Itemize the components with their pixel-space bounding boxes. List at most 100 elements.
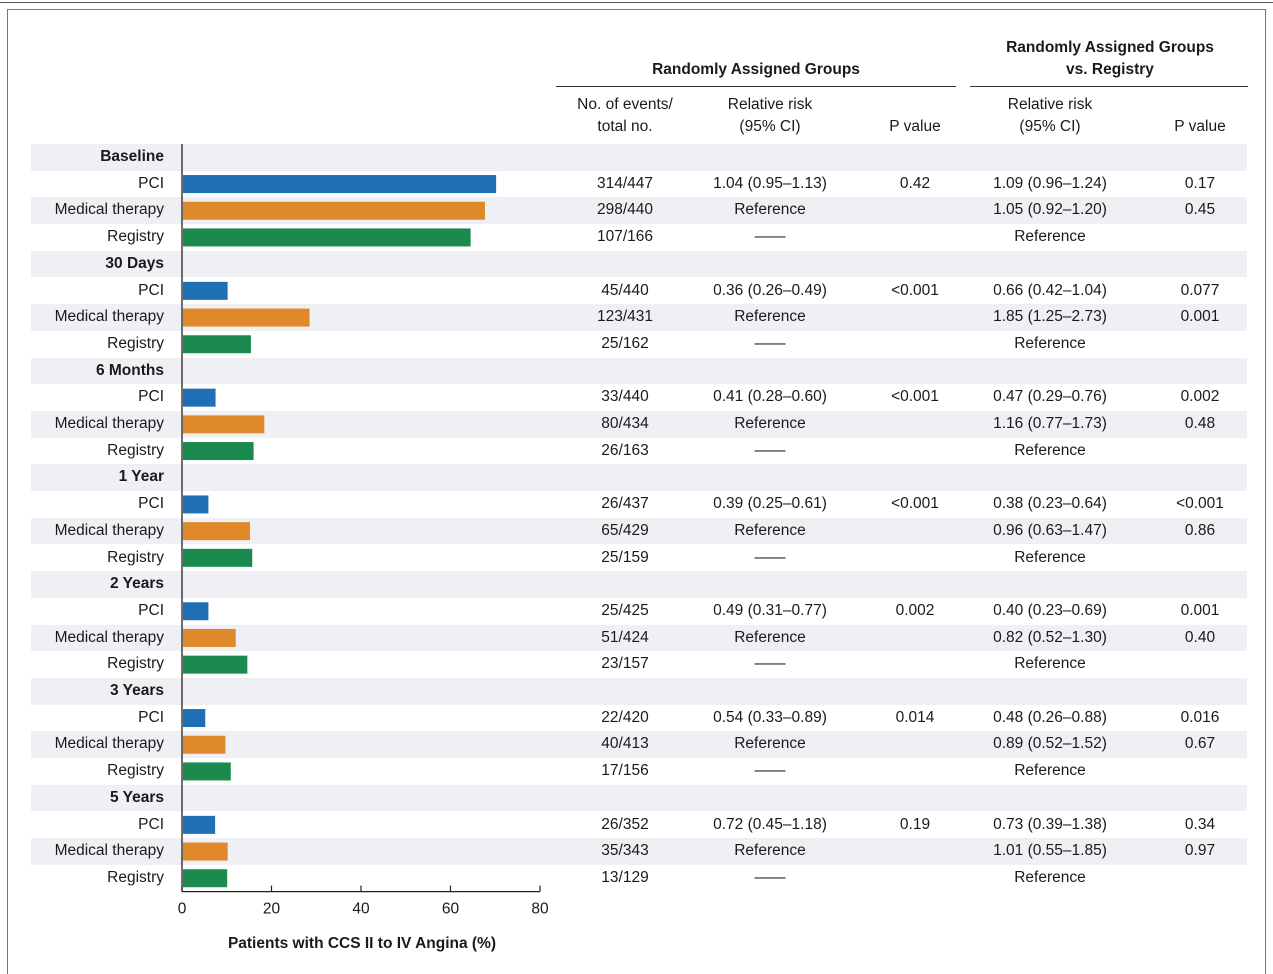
rr-cell: 0.39 (0.25–0.61) <box>713 495 827 513</box>
rr-cell: Reference <box>734 842 806 860</box>
events-cell: 25/425 <box>601 601 649 619</box>
events-cell: 80/434 <box>601 415 649 432</box>
rr-cell: —— <box>754 441 786 459</box>
events-cell: 25/159 <box>601 548 649 566</box>
rr-cell: —— <box>754 762 786 780</box>
x-tick-label: 80 <box>531 901 549 918</box>
p2-cell: 0.001 <box>1180 601 1220 619</box>
events-cell: 23/157 <box>601 655 649 673</box>
bar-medical-therapy <box>183 522 251 541</box>
figure-frame <box>7 9 1266 974</box>
rr-cell: 0.72 (0.45–1.18) <box>713 815 827 833</box>
p2-cell: <0.001 <box>1176 495 1224 513</box>
events-cell: 17/156 <box>601 762 649 780</box>
group-label: Baseline <box>100 148 164 165</box>
row-label: Registry <box>107 655 164 673</box>
rr2-cell: 0.96 (0.63–1.47) <box>993 521 1107 539</box>
col-events-line1: No. of events/ <box>577 96 673 113</box>
events-cell: 26/437 <box>601 495 649 513</box>
events-cell: 22/420 <box>601 708 649 726</box>
row-label: PCI <box>138 281 164 299</box>
row-label: PCI <box>138 388 164 406</box>
p2-cell: 0.48 <box>1184 415 1216 432</box>
group-band <box>31 464 1247 492</box>
rr2-cell: 0.38 (0.23–0.64) <box>993 495 1107 513</box>
bar-pci <box>183 815 216 834</box>
rr2-cell: 1.16 (0.77–1.73) <box>993 415 1107 432</box>
rr2-cell: Reference <box>1014 655 1086 673</box>
p2-cell: 0.17 <box>1184 174 1216 192</box>
row-label: PCI <box>138 601 164 619</box>
row-label: PCI <box>138 815 164 833</box>
rr2-cell: 1.05 (0.92–1.20) <box>993 201 1107 219</box>
row-label: Registry <box>107 441 164 459</box>
p-cell: <0.001 <box>891 281 939 299</box>
group-label: 6 Months <box>95 361 164 379</box>
row-label: Registry <box>107 548 164 566</box>
header-registry-rule <box>970 86 1248 87</box>
events-cell: 51/424 <box>601 628 649 646</box>
row-label: Medical therapy <box>54 628 164 646</box>
header-randomized-rule <box>556 86 956 87</box>
rr2-cell: Reference <box>1014 548 1086 566</box>
bar-registry <box>183 655 248 674</box>
row-band <box>31 838 1247 865</box>
p2-cell: 0.002 <box>1180 388 1220 406</box>
p-cell: <0.001 <box>891 495 939 513</box>
rr2-cell: 0.48 (0.26–0.88) <box>993 708 1107 726</box>
bar-registry <box>183 762 231 781</box>
col-rr-line1: Relative risk <box>727 96 813 113</box>
row-label: Medical therapy <box>54 842 164 860</box>
rr-cell: —— <box>754 334 786 352</box>
row-label: Registry <box>107 762 164 780</box>
p2-cell: 0.077 <box>1180 281 1220 299</box>
group-label: 30 Days <box>105 254 164 272</box>
bar-medical-therapy <box>183 415 265 434</box>
p-cell: 0.014 <box>895 708 935 726</box>
bar-registry <box>183 335 251 354</box>
rr2-cell: Reference <box>1014 868 1086 886</box>
row-label: Medical therapy <box>54 521 164 539</box>
col-events-line2: total no. <box>597 118 653 135</box>
events-cell: 33/440 <box>601 388 649 406</box>
bar-medical-therapy <box>183 308 310 327</box>
p2-cell: 0.45 <box>1184 201 1216 219</box>
p2-cell: 0.016 <box>1180 708 1220 726</box>
bar-registry <box>183 869 228 888</box>
group-label: 1 Year <box>118 468 164 486</box>
x-tick-label: 40 <box>352 901 370 918</box>
row-band <box>31 731 1247 759</box>
bar-medical-therapy <box>183 842 228 861</box>
bar-pci <box>183 602 209 621</box>
rr-cell: —— <box>754 655 786 673</box>
bar-medical-therapy <box>183 201 485 220</box>
bar-pci <box>183 495 209 514</box>
bar-registry <box>183 548 253 567</box>
bar-medical-therapy <box>183 735 226 754</box>
rr2-cell: Reference <box>1014 441 1086 459</box>
x-tick-label: 0 <box>178 901 187 918</box>
header-randomized: Randomly Assigned Groups <box>652 61 860 78</box>
bar-pci <box>183 175 497 194</box>
rr2-cell: Reference <box>1014 228 1086 246</box>
x-axis-title: Patients with CCS II to IV Angina (%) <box>227 935 497 952</box>
events-cell: 25/162 <box>601 334 649 352</box>
row-label: Registry <box>107 334 164 352</box>
bar-medical-therapy <box>183 628 236 647</box>
rr-cell: —— <box>754 868 786 886</box>
rr2-cell: 0.66 (0.42–1.04) <box>993 281 1107 299</box>
row-label: Medical therapy <box>54 308 164 326</box>
p-cell: <0.001 <box>891 388 939 406</box>
rr-cell: —— <box>754 228 786 246</box>
group-band <box>31 250 1247 278</box>
group-band <box>31 357 1247 385</box>
rr2-cell: 1.09 (0.96–1.24) <box>993 174 1107 192</box>
rr2-cell: 0.40 (0.23–0.69) <box>993 601 1107 619</box>
rr2-cell: 1.01 (0.55–1.85) <box>993 842 1107 860</box>
group-label: 2 Years <box>109 575 164 593</box>
rr-cell: 0.49 (0.31–0.77) <box>713 601 827 619</box>
p2-cell: 0.40 <box>1184 628 1216 646</box>
events-cell: 13/129 <box>601 868 649 886</box>
row-label: PCI <box>138 174 164 192</box>
